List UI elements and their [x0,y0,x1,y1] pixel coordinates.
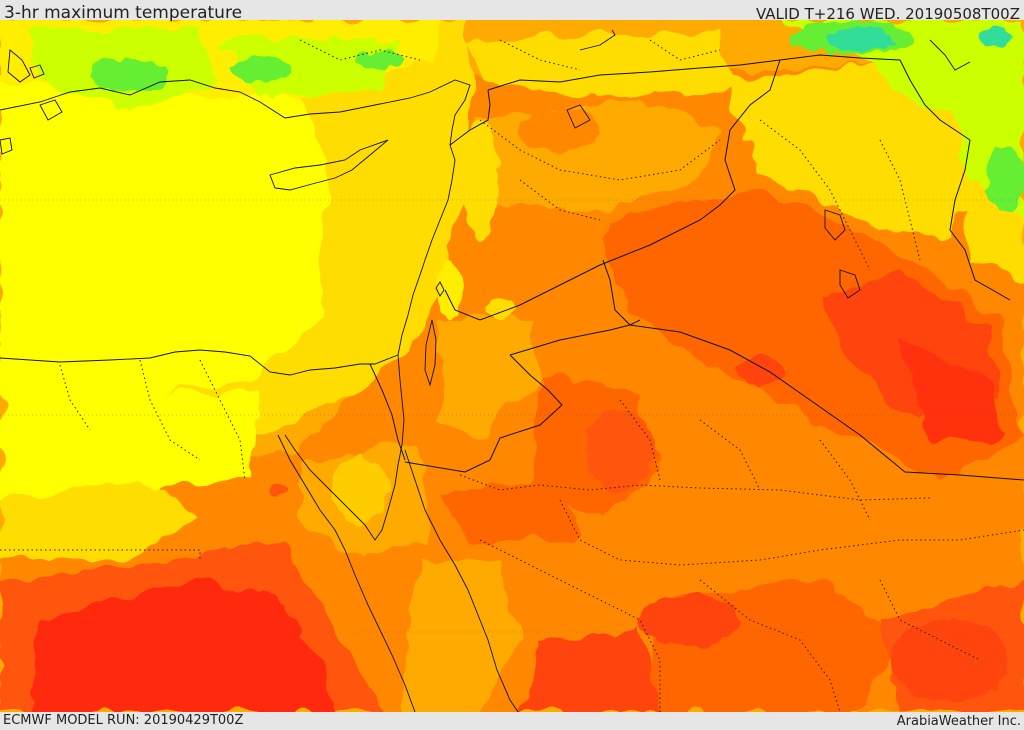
country-borders [369,54,1024,481]
coastlines [0,29,971,712]
temperature-field [0,20,1024,712]
temperature-map[interactable] [0,20,1024,712]
graticule [0,199,1024,633]
temperature-detail [90,22,1023,700]
credit-label: ArabiaWeather Inc. [896,714,1021,729]
admin-borders [0,39,1024,712]
valid-time: VALID T+216 WED. 20190508T00Z [755,5,1020,23]
model-run-label: ECMWF MODEL RUN: 20190429T00Z [3,713,244,728]
map-svg [0,20,1024,712]
map-title: 3-hr maximum temperature [4,3,243,23]
header-bar: 3-hr maximum temperature VALID T+216 WED… [0,0,1024,23]
footer-bar: ECMWF MODEL RUN: 20190429T00Z ArabiaWeat… [0,712,1024,729]
